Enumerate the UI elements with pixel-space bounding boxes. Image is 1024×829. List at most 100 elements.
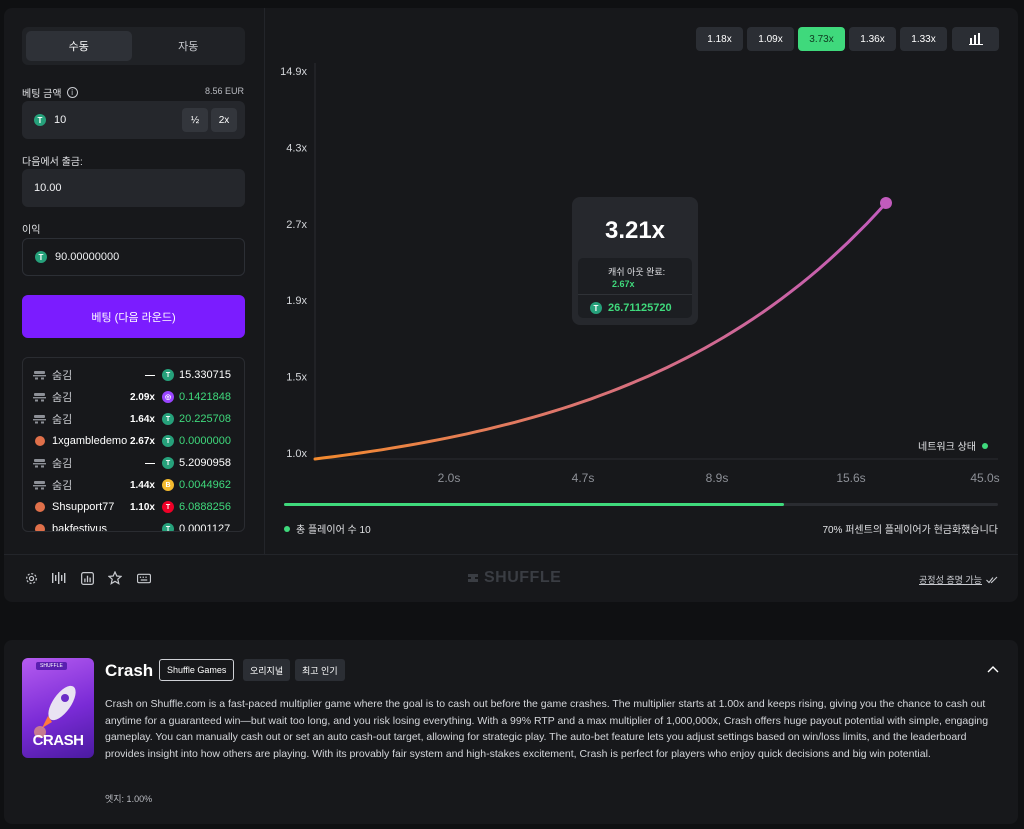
hidden-user-icon	[33, 480, 46, 490]
bet-row[interactable]: 1xgambledemo 2.67x T 0.0000000	[23, 430, 244, 452]
original-chip[interactable]: 오리지널	[243, 659, 291, 681]
x-tick-label: 15.6s	[836, 471, 865, 485]
history-pill[interactable]: 1.09x	[747, 27, 794, 51]
info-icon[interactable]: i	[66, 87, 78, 98]
y-tick-label: 1.5x	[286, 372, 307, 384]
bet-row[interactable]: Shsupport77 1.10x T 6.0888256	[23, 496, 244, 518]
status-dot-icon	[982, 442, 988, 449]
history-pill[interactable]: 1.36x	[849, 27, 896, 51]
favorite-star-icon[interactable]	[108, 571, 122, 585]
bet-amount-input[interactable]: T 10 ½ 2x	[22, 101, 245, 139]
bet-multiplier: 2.67x	[129, 435, 155, 447]
bet-multiplier: 2.09x	[129, 391, 155, 403]
bet-amount: 0.0000000	[179, 435, 231, 447]
user-avatar-icon	[33, 436, 46, 446]
bet-sidebar: 수동 자동 베팅 금액 i 8.56 EUR T 10 ½ 2x 다음에서 출금…	[4, 8, 265, 554]
live-stats-icon[interactable]	[52, 571, 66, 585]
bet-amount-label-text: 베팅 금액	[22, 89, 62, 100]
game-description: Crash on Shuffle.com is a fast-paced mul…	[105, 698, 989, 760]
y-tick-label: 1.9x	[286, 295, 307, 307]
bet-row[interactable]: 숨김 1.44x B 0.0044962	[23, 474, 244, 496]
bet-username: 숨김	[52, 480, 73, 492]
half-bet-button[interactable]: ½	[182, 108, 208, 132]
place-bet-button[interactable]: 베팅 (다음 라운드)	[22, 295, 245, 338]
game-thumbnail[interactable]: SHUFFLE CRASH	[22, 658, 94, 758]
user-avatar-icon	[33, 502, 46, 512]
curve-endpoint	[880, 197, 892, 209]
shuffle-logo: SHUFFLE	[466, 569, 561, 587]
provider-chip[interactable]: Shuffle Games	[159, 659, 235, 681]
cashed-percent: 70% 퍼센트의 플레이어가 현금화했습니다	[822, 525, 998, 536]
tab-auto[interactable]: 자동	[178, 41, 199, 53]
double-bet-button[interactable]: 2x	[211, 108, 237, 132]
currency-icon: T	[162, 501, 174, 513]
bet-row[interactable]: bakfestivus T 0.0001127	[23, 518, 244, 532]
settings-gear-icon[interactable]	[24, 571, 38, 585]
hidden-user-icon	[33, 458, 46, 468]
game-info-panel: SHUFFLE CRASH Crash Shuffle Games 오리지널 최…	[4, 640, 1018, 824]
player-count-label: 총 플레이어 수 10	[296, 525, 371, 536]
user-avatar-icon	[33, 524, 46, 531]
bet-username: 숨김	[52, 414, 73, 426]
cashout-info: 캐쉬 아웃 완료: 2.67x T 26.71125720	[578, 258, 692, 318]
hidden-user-icon	[33, 392, 46, 402]
live-bets-list: 숨김 — T 15.330715 숨김 2.09x ◎ 0.1421848 숨김 1.64x T 20…	[22, 357, 245, 532]
bet-amount: 20.225708	[179, 413, 231, 425]
y-tick-label: 4.3x	[286, 142, 307, 154]
bet-amount-label: 베팅 금액 i	[22, 85, 78, 100]
bet-multiplier: —	[145, 457, 155, 469]
x-tick-label: 8.9s	[706, 471, 729, 485]
popular-chip[interactable]: 최고 인기	[295, 659, 345, 681]
multiplier-curve	[313, 201, 888, 461]
bet-amount: 15.330715	[179, 369, 231, 381]
cashout-at-input[interactable]: 10.00	[22, 169, 245, 207]
cashout-at-label: 다음에서 출금:	[22, 157, 83, 168]
hidden-user-icon	[33, 370, 46, 380]
y-tick-label: 14.9x	[280, 66, 307, 78]
double-check-icon	[986, 576, 998, 583]
currency-icon: T	[162, 435, 174, 447]
rocket-icon	[34, 685, 76, 738]
bet-amount: 0.0001127	[179, 523, 231, 532]
bet-row[interactable]: 숨김 — T 15.330715	[23, 364, 244, 386]
round-history: 1.18x 1.09x 3.73x 1.36x 1.33x	[696, 27, 947, 51]
currency-icon: T	[162, 413, 174, 425]
history-pill[interactable]: 1.33x	[900, 27, 947, 51]
bet-username: 숨김	[52, 458, 73, 470]
cashout-multiplier: 2.67x	[612, 279, 635, 289]
y-tick-label: 2.7x	[286, 219, 307, 231]
bet-row[interactable]: 숨김 1.64x T 20.225708	[23, 408, 244, 430]
player-count: 총 플레이어 수 10	[284, 521, 371, 536]
x-tick-label: 4.7s	[572, 471, 595, 485]
keyboard-icon[interactable]	[137, 571, 151, 585]
divider	[578, 294, 692, 295]
bet-username: 1xgambledemo	[52, 435, 128, 447]
cashout-payout: T 26.71125720	[590, 302, 672, 314]
thumb-title: CRASH	[32, 732, 84, 749]
network-status-label: 네트워크 상태	[918, 442, 976, 453]
chart-icon[interactable]	[80, 571, 94, 585]
crash-game-panel: 수동 자동 베팅 금액 i 8.56 EUR T 10 ½ 2x 다음에서 출금…	[4, 8, 1018, 602]
bet-row[interactable]: 숨김 2.09x ◎ 0.1421848	[23, 386, 244, 408]
tether-icon: T	[590, 302, 602, 314]
provably-fair-link[interactable]: 공정성 증명 가능	[919, 573, 998, 586]
tether-icon: T	[34, 114, 46, 126]
hidden-user-icon	[33, 414, 46, 424]
currency-icon: T	[162, 523, 174, 531]
bet-multiplier: 1.44x	[129, 479, 155, 491]
bet-amount: 0.1421848	[179, 391, 231, 403]
history-pill[interactable]: 3.73x	[798, 27, 845, 51]
profit-value: 90.00000000	[55, 251, 120, 263]
brand-name: SHUFFLE	[484, 569, 562, 586]
y-tick-label: 1.0x	[286, 448, 307, 460]
profit-label: 이익	[22, 225, 41, 236]
bet-row[interactable]: 숨김 — T 5.2090958	[23, 452, 244, 474]
history-pill[interactable]: 1.18x	[696, 27, 743, 51]
mode-switch: 수동 자동	[22, 27, 245, 65]
balance-display: 8.56 EUR	[204, 86, 244, 96]
provably-fair-label: 공정성 증명 가능	[919, 575, 982, 585]
stats-button[interactable]	[952, 27, 999, 51]
cashout-at-value: 10.00	[34, 182, 62, 194]
tab-manual[interactable]: 수동	[26, 31, 132, 61]
collapse-chevron-up-icon[interactable]	[986, 662, 1000, 676]
